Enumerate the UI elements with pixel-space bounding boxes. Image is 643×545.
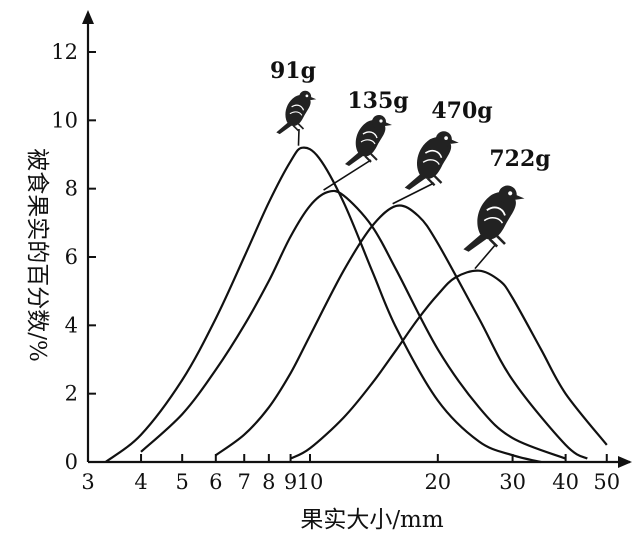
bird-icon	[345, 115, 392, 166]
x-axis-arrow-icon	[618, 456, 632, 468]
x-tick-label: 8	[262, 470, 275, 494]
birds: 91g 135g 470g 722g	[270, 58, 551, 270]
series-line-91g	[104, 146, 542, 464]
bird-pointer-470g	[392, 182, 435, 205]
x-ticks: 3 4 5 6 7 8 9 10 20 30 40 50	[81, 454, 620, 494]
y-tick-label: 8	[65, 177, 78, 201]
bird-weight-label: 135g	[347, 88, 408, 114]
x-tick-label: 9	[284, 470, 297, 494]
bird-icon	[463, 185, 525, 252]
bird-pointer-91g	[297, 128, 300, 146]
x-tick-label: 10	[297, 470, 324, 494]
x-tick-label: 5	[176, 470, 189, 494]
y-tick-label: 6	[65, 245, 78, 269]
y-tick-label: 10	[51, 108, 78, 132]
curves	[104, 146, 608, 464]
x-tick-label: 20	[424, 470, 451, 494]
x-tick-label: 50	[593, 470, 620, 494]
x-tick-label: 6	[209, 470, 222, 494]
bird-pointer-135g	[323, 159, 372, 191]
series-line-135g	[140, 189, 566, 460]
series-line-722g	[290, 269, 608, 460]
y-axis-arrow-icon	[82, 10, 94, 24]
y-ticks: 0 2 4 6 8 10 12	[51, 40, 96, 474]
x-tick-label: 4	[134, 470, 147, 494]
y-tick-label: 0	[65, 450, 78, 474]
bird-pointer-722g	[474, 243, 497, 270]
y-tick-label: 4	[65, 313, 78, 337]
bird-weight-label: 470g	[431, 98, 492, 124]
bird-icon	[276, 90, 317, 135]
bird-weight-label: 91g	[270, 58, 316, 84]
bird-icon	[404, 131, 459, 190]
x-tick-label: 40	[552, 470, 579, 494]
x-tick-label: 3	[81, 470, 94, 494]
series-line-470g	[215, 204, 588, 460]
y-tick-label: 12	[51, 40, 78, 64]
x-tick-label: 7	[238, 470, 251, 494]
x-axis-title: 果实大小/mm	[300, 507, 444, 533]
y-axis-title: 被食果实的百分数/%	[24, 148, 50, 362]
bird-weight-label: 722g	[489, 146, 550, 172]
y-tick-label: 2	[65, 382, 78, 406]
x-tick-label: 30	[499, 470, 526, 494]
axes	[82, 10, 632, 468]
